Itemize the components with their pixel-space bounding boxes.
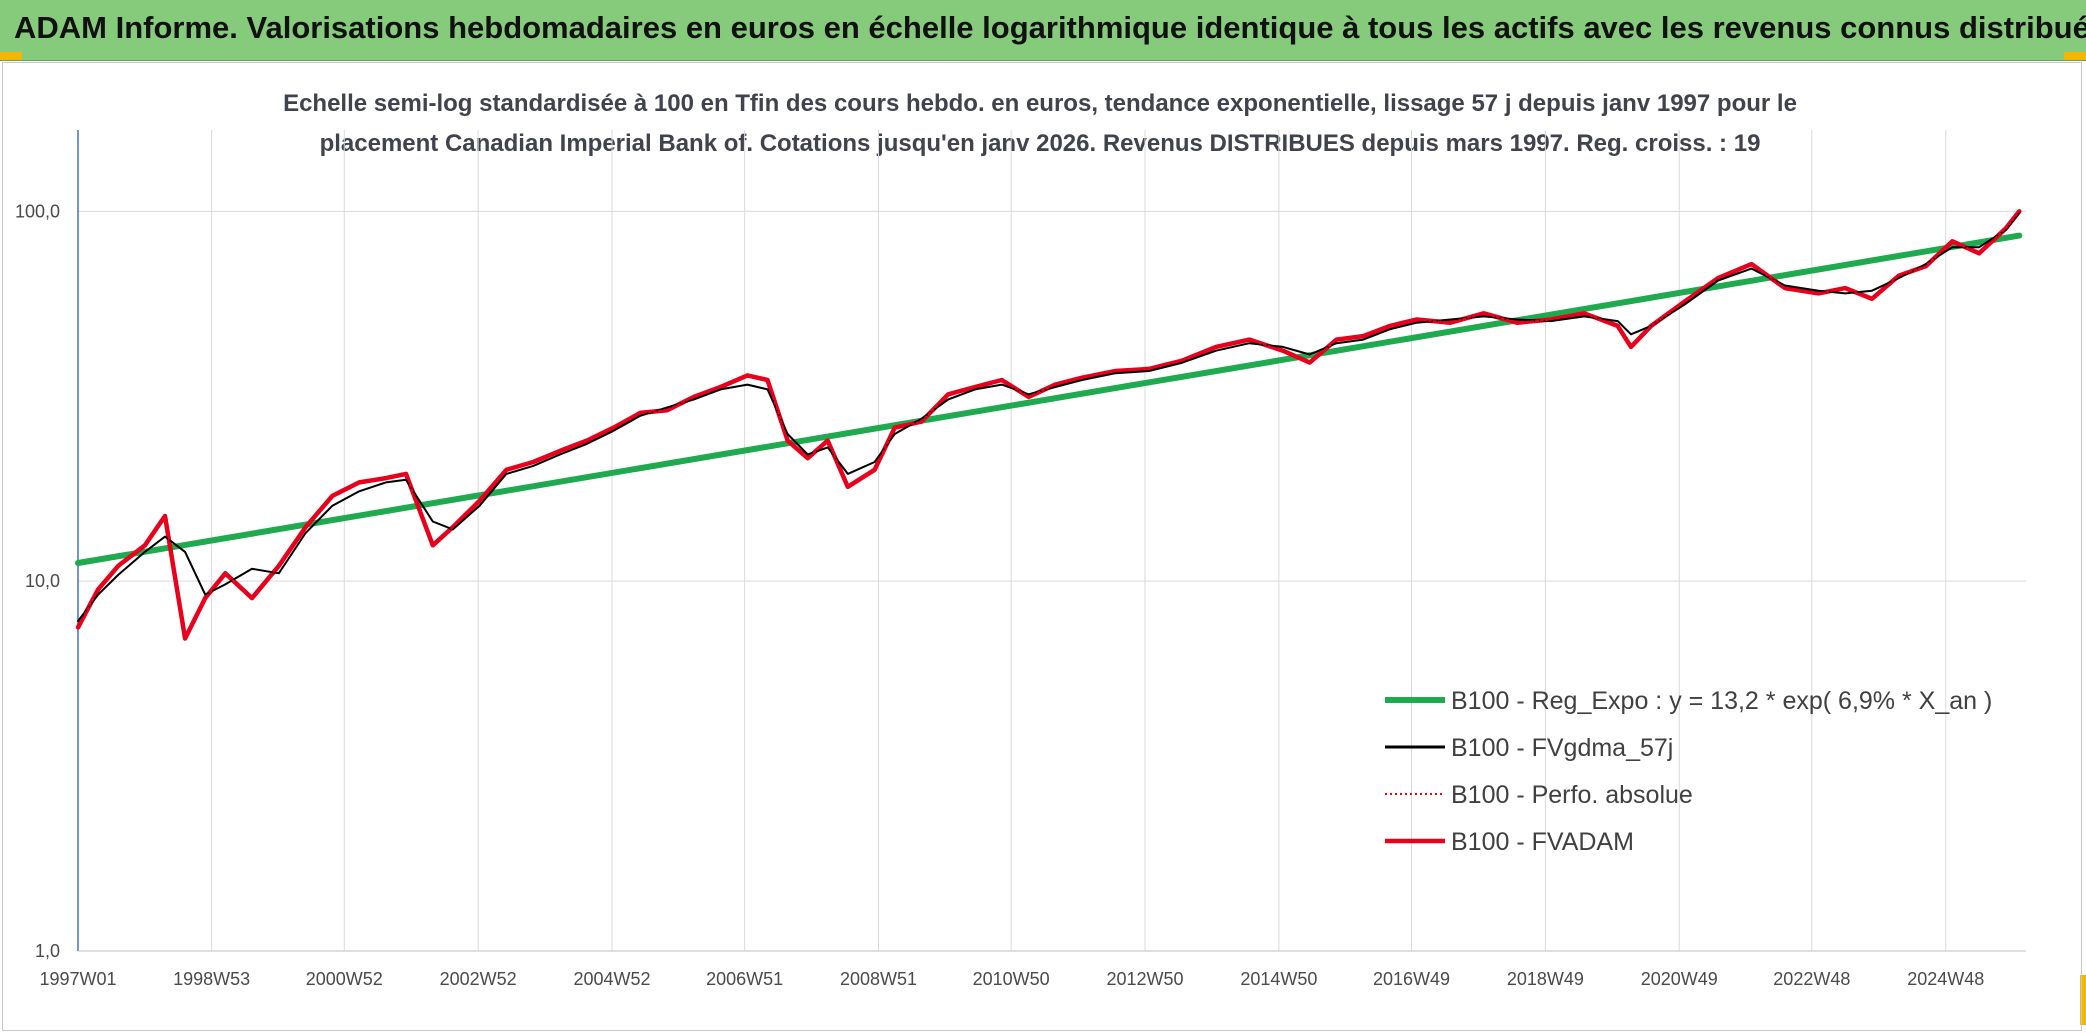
x-tick-label: 2018W49 bbox=[1507, 969, 1584, 989]
x-tick-label: 2004W52 bbox=[573, 969, 650, 989]
chart-title: Echelle semi-log standardisée à 100 en T… bbox=[260, 84, 1820, 164]
x-tick-label: 2010W50 bbox=[973, 969, 1050, 989]
series-line-3 bbox=[75, 209, 2022, 641]
corner-marker-right bbox=[2064, 52, 2086, 60]
x-tick-label: 1997W01 bbox=[39, 969, 116, 989]
legend-label: B100 - Reg_Expo : y = 13,2 * exp( 6,9% *… bbox=[1451, 687, 1992, 715]
report-title: ADAM Informe. Valorisations hebdomadaire… bbox=[14, 10, 2086, 45]
x-tick-label: 1998W53 bbox=[173, 969, 250, 989]
chart-title-line1: Echelle semi-log standardisée à 100 en T… bbox=[283, 90, 1797, 117]
y-tick-label: 1,0 bbox=[35, 941, 60, 961]
x-tick-label: 2002W52 bbox=[440, 969, 517, 989]
legend-label: B100 - FVADAM bbox=[1451, 828, 1634, 856]
chart-frame bbox=[2, 62, 2082, 1031]
x-tick-label: 2014W50 bbox=[1240, 969, 1317, 989]
corner-marker-left bbox=[0, 52, 22, 60]
x-tick-label: 2006W51 bbox=[706, 969, 783, 989]
x-tick-label: 2008W51 bbox=[840, 969, 917, 989]
x-tick-label: 2016W49 bbox=[1373, 969, 1450, 989]
corner-marker-bottom-right bbox=[2080, 975, 2086, 1025]
series-line-0 bbox=[75, 232, 2023, 566]
x-tick-label: 2020W49 bbox=[1641, 969, 1718, 989]
series-line-2 bbox=[77, 210, 2021, 640]
series-line-1 bbox=[77, 211, 2021, 623]
x-tick-label: 2000W52 bbox=[306, 969, 383, 989]
y-tick-label: 100,0 bbox=[15, 201, 60, 221]
header-banner: ADAM Informe. Valorisations hebdomadaire… bbox=[0, 0, 2086, 61]
chart-title-line2: placement Canadian Imperial Bank of. Cot… bbox=[319, 130, 1761, 157]
x-tick-label: 2012W50 bbox=[1106, 969, 1183, 989]
x-tick-label: 2022W48 bbox=[1773, 969, 1850, 989]
x-tick-label: 2024W48 bbox=[1907, 969, 1984, 989]
legend-label: B100 - Perfo. absolue bbox=[1451, 781, 1693, 809]
legend-label: B100 - FVgdma_57j bbox=[1451, 734, 1673, 762]
y-tick-label: 10,0 bbox=[25, 571, 60, 591]
